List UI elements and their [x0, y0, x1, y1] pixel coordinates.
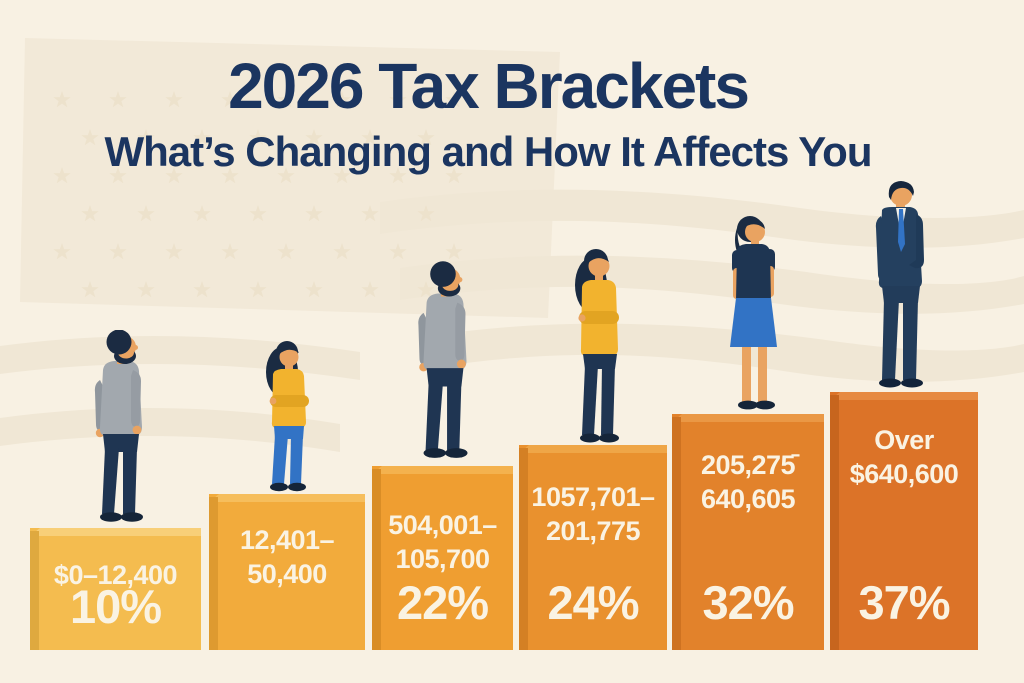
figure-man-navy-suit-blue-tie: [854, 178, 946, 390]
figure-woman-yellow-top-navy-pants: [554, 247, 640, 443]
step-front-face: [519, 445, 667, 650]
figure-woman-navy-top-blue-skirt: [709, 214, 793, 412]
figure-woman-yellow-top-blue-jeans: [245, 340, 329, 492]
step-side-face: [672, 417, 681, 650]
step-front-face: [830, 392, 978, 650]
bracket-label: 504,001– 105,700 22%: [372, 466, 513, 650]
bracket-label: 12,401– 50,400: [209, 494, 365, 650]
bracket-label: 205,275̄ 640,605 32%: [672, 414, 824, 650]
bracket-range-line1: 1057,701–: [531, 482, 655, 512]
bracket-step-2: 12,401– 50,400: [209, 494, 365, 650]
bracket-range-line1: 205,275̄: [700, 450, 796, 480]
step-side-face: [372, 469, 381, 650]
step-front-face: [672, 414, 824, 650]
bracket-label: 1057,701– 201,775 24%: [519, 445, 667, 650]
figure-bearded-man-gray-sweater-1: [76, 330, 164, 526]
bracket-range-line2: $640,600: [849, 459, 959, 490]
bracket-rate: 10%: [69, 580, 162, 633]
bracket-step-5: 205,275̄ 640,605 32%: [672, 414, 824, 650]
bracket-range-line2: 640,605: [700, 484, 796, 515]
step-top-face: [30, 528, 201, 536]
bracket-range-line1: Over: [874, 425, 934, 455]
header: 2026 Tax Brackets What’s Changing and Ho…: [0, 50, 976, 176]
step-front-face: [30, 528, 201, 650]
bracket-rate: 32%: [702, 576, 794, 629]
step-side-face: [30, 531, 39, 650]
figure-bearded-man-gray-sweater-2: [399, 260, 489, 464]
bracket-rate: 24%: [547, 576, 639, 629]
bracket-rate: 37%: [858, 576, 950, 629]
step-front-face: [209, 494, 365, 650]
bracket-step-3: 504,001– 105,700 22%: [372, 466, 513, 650]
bracket-label: $0–12,400 10%: [30, 528, 201, 650]
bracket-label: Over $640,600 37%: [830, 392, 978, 650]
step-side-face: [830, 395, 839, 650]
bracket-range-line2: 50,400: [247, 559, 327, 590]
step-top-face: [672, 414, 824, 422]
bracket-step-1: $0–12,400 10%: [30, 528, 201, 650]
bracket-step-4: 1057,701– 201,775 24%: [519, 445, 667, 650]
step-side-face: [519, 448, 528, 650]
step-top-face: [519, 445, 667, 453]
step-top-face: [209, 494, 365, 502]
bracket-range-line1: 12,401–: [239, 525, 335, 555]
bracket-range-line2: 105,700: [395, 544, 490, 575]
step-front-face: [372, 466, 513, 650]
bracket-rate: 22%: [396, 576, 489, 629]
bracket-range-line1: $0–12,400: [53, 560, 178, 590]
step-side-face: [209, 497, 218, 650]
bracket-range-line2: 201,775: [545, 516, 641, 547]
page-title: 2026 Tax Brackets: [228, 50, 750, 122]
bracket-step-6: Over $640,600 37%: [830, 392, 978, 650]
step-top-face: [830, 392, 978, 400]
step-top-face: [372, 466, 513, 474]
bracket-range-line1: 504,001–: [388, 510, 497, 540]
page-subtitle: What’s Changing and How It Affects You: [104, 128, 873, 176]
